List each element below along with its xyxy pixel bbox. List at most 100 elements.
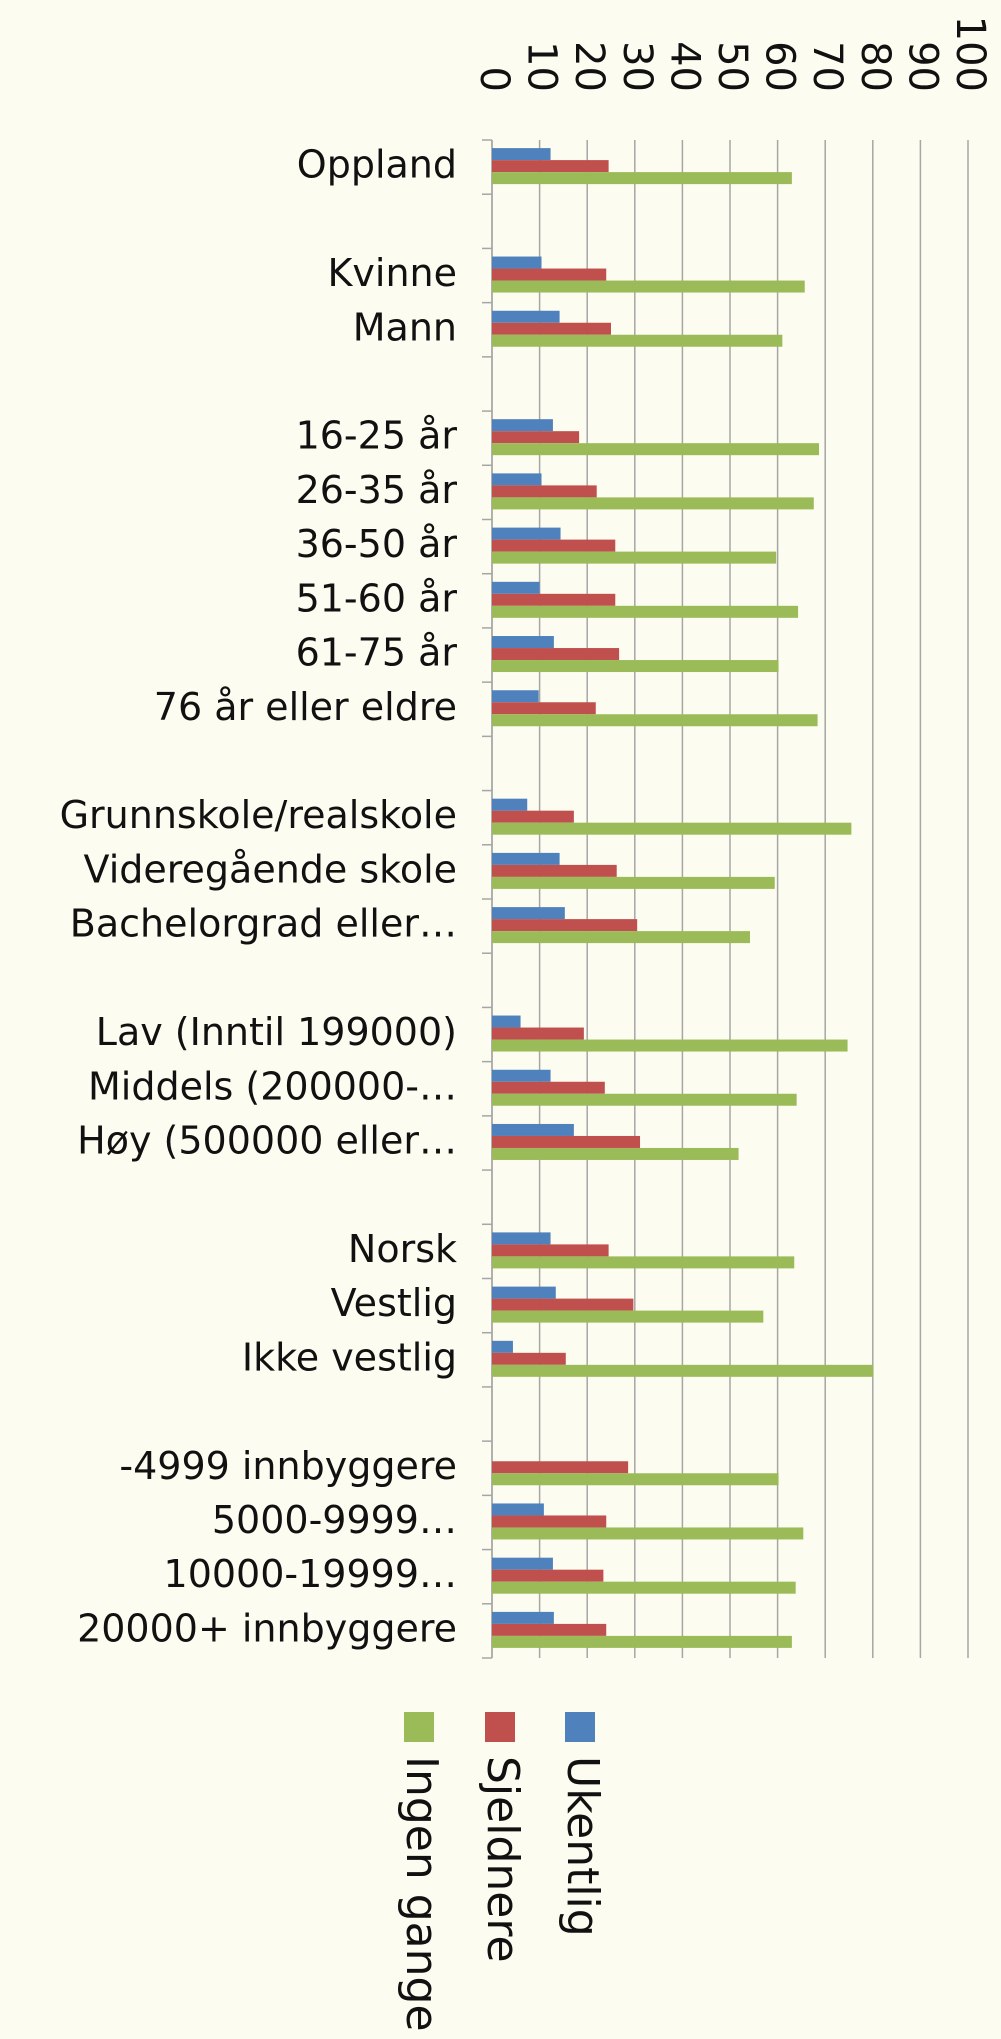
chart: 0102030405060708090100OpplandKvinneMann1… (0, 0, 1001, 2035)
bar (492, 1624, 606, 1636)
bar (492, 257, 542, 269)
bar (492, 443, 819, 455)
x-tick-label: 40 (661, 41, 707, 92)
bar (492, 648, 619, 660)
bar (492, 1070, 551, 1082)
y-tick-label: Lav (Inntil 199000) (96, 1010, 457, 1054)
page: {"chart_data": { "type": "bar", "orienta… (0, 0, 1001, 2035)
y-tick-label: Middels (200000-… (88, 1064, 457, 1108)
bar (492, 269, 606, 281)
y-tick-label: 16-25 år (296, 414, 458, 458)
bar (492, 172, 792, 184)
bar (492, 552, 776, 564)
bar (492, 1136, 640, 1148)
y-tick-label: 5000-9999… (212, 1498, 457, 1542)
bar (492, 497, 814, 509)
legend-label: Ingen ganger (396, 1756, 447, 2035)
x-tick-label: 100 (947, 16, 993, 92)
y-tick-label: 36-50 år (296, 522, 458, 566)
y-tick-label: 20000+ innbyggere (77, 1606, 457, 1650)
bar (492, 1636, 792, 1648)
y-tick-label: Bachelorgrad eller… (70, 902, 457, 946)
legend-label: Ukentlig (557, 1756, 608, 1937)
bar (492, 865, 617, 877)
bar (492, 1558, 553, 1570)
bar (492, 485, 597, 497)
x-tick-label: 60 (757, 41, 803, 92)
bar (492, 1244, 609, 1256)
bar (492, 528, 561, 540)
bar (492, 431, 579, 443)
bar (492, 907, 565, 919)
x-tick-label: 90 (899, 41, 945, 92)
bar (492, 1082, 605, 1094)
bar (492, 281, 805, 293)
bar (492, 1124, 574, 1136)
y-tick-label: Oppland (297, 143, 457, 187)
bar (492, 1311, 763, 1323)
bar (492, 714, 818, 726)
x-tick-label: 70 (804, 41, 850, 92)
legend-swatch (404, 1712, 434, 1742)
bar (492, 931, 750, 943)
bar (492, 606, 798, 618)
bar (492, 1256, 794, 1268)
x-tick-label: 80 (852, 41, 898, 92)
y-tick-label: Mann (353, 305, 457, 349)
legend-label: Sjeldnere (477, 1756, 528, 1963)
bar (492, 594, 615, 606)
bar (492, 799, 527, 811)
bar (492, 1365, 873, 1377)
bar (492, 877, 775, 889)
y-tick-label: 61-75 år (296, 631, 458, 675)
bar (492, 1028, 584, 1040)
bar (492, 160, 609, 172)
bar (492, 1473, 779, 1485)
bar (492, 473, 542, 485)
y-tick-label: 26-35 år (296, 468, 458, 512)
bar (492, 1461, 628, 1473)
bar (492, 1016, 521, 1028)
y-tick-label: Vestlig (331, 1281, 457, 1325)
legend-swatch (565, 1712, 595, 1742)
bar (492, 335, 782, 347)
bar (492, 811, 574, 823)
x-tick-label: 30 (614, 41, 660, 92)
bar (492, 1515, 606, 1527)
y-tick-label: Høy (500000 eller… (77, 1118, 457, 1162)
y-tick-label: Norsk (348, 1227, 457, 1271)
bar (492, 1527, 803, 1539)
y-tick-label: 51-60 år (296, 576, 458, 620)
bar (492, 148, 551, 160)
bar (492, 1040, 848, 1052)
y-tick-label: Videregående skole (84, 847, 457, 891)
bar (492, 1582, 796, 1594)
bar (492, 1287, 556, 1299)
bar (492, 1503, 544, 1515)
bar (492, 636, 554, 648)
bar (492, 1612, 554, 1624)
y-tick-label: Kvinne (327, 251, 457, 295)
y-tick-label: 10000-19999… (164, 1552, 457, 1596)
x-tick-label: 10 (519, 41, 565, 92)
bar (492, 853, 560, 865)
x-tick-label: 0 (471, 67, 517, 92)
bar (492, 311, 560, 323)
x-tick-label: 50 (709, 41, 755, 92)
bar (492, 1232, 551, 1244)
bar (492, 1299, 633, 1311)
bar (492, 1353, 566, 1365)
y-tick-label: Ikke vestlig (242, 1335, 457, 1379)
bar (492, 323, 611, 335)
bar (492, 1094, 797, 1106)
y-tick-label: Grunnskole/realskole (60, 793, 457, 837)
bar (492, 823, 851, 835)
legend-swatch (485, 1712, 515, 1742)
bar (492, 1570, 603, 1582)
y-tick-label: -4999 innbyggere (119, 1444, 457, 1488)
bar (492, 1341, 513, 1353)
bar (492, 660, 779, 672)
bar (492, 690, 539, 702)
bar (492, 419, 553, 431)
y-tick-label: 76 år eller eldre (154, 685, 457, 729)
